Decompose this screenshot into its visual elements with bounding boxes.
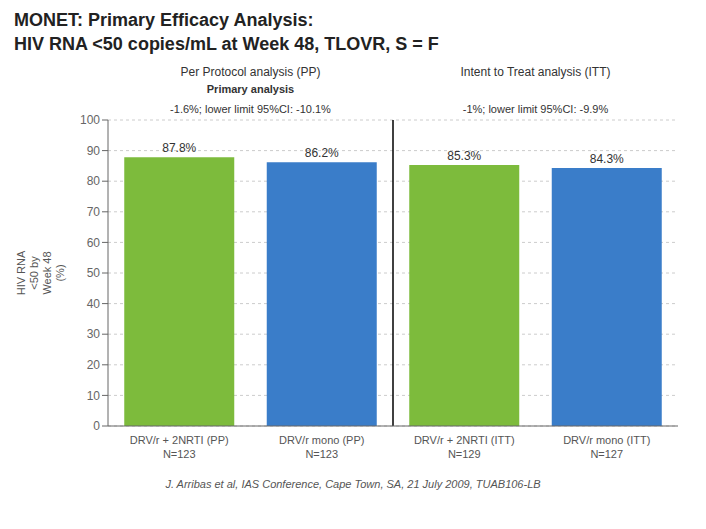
svg-text:10: 10 <box>87 389 101 403</box>
svg-text:40: 40 <box>87 297 101 311</box>
svg-text:80: 80 <box>87 174 101 188</box>
svg-text:Intent to Treat analysis (ITT): Intent to Treat analysis (ITT) <box>460 65 610 79</box>
svg-text:86.2%: 86.2% <box>305 146 339 160</box>
html-text:HIV RNA <50 copies/mL at Week: HIV RNA <50 copies/mL at Week 48, TLOVR,… <box>14 34 439 54</box>
svg-text:-1.6%; lower limit 95%CI: -10.: -1.6%; lower limit 95%CI: -10.1% <box>170 103 331 115</box>
svg-text:20: 20 <box>87 358 101 372</box>
svg-text:0: 0 <box>93 419 100 433</box>
svg-text:85.3%: 85.3% <box>447 149 481 163</box>
svg-text:50: 50 <box>87 266 101 280</box>
svg-text:100: 100 <box>80 113 100 127</box>
html-text:MONET: Primary Efficacy Analys: MONET: Primary Efficacy Analysis: <box>14 10 314 30</box>
svg-text:30: 30 <box>87 327 101 341</box>
svg-text:Primary analysis: Primary analysis <box>207 83 294 95</box>
svg-text:60: 60 <box>87 236 101 250</box>
svg-text:-1%; lower limit 95%CI: -9.9%: -1%; lower limit 95%CI: -9.9% <box>463 103 609 115</box>
svg-text:84.3%: 84.3% <box>590 152 624 166</box>
svg-text:87.8%: 87.8% <box>162 141 196 155</box>
svg-text:DRV/r mono (PP)N=123: DRV/r mono (PP)N=123 <box>279 434 364 460</box>
svg-text:Per Protocol analysis (PP): Per Protocol analysis (PP) <box>180 65 320 79</box>
svg-text:HIV RNA<50 byWeek 48(%): HIV RNA<50 byWeek 48(%) <box>15 250 66 295</box>
svg-text:DRV/r mono (ITT)N=127: DRV/r mono (ITT)N=127 <box>563 434 650 460</box>
svg-text:DRV/r + 2NRTI (PP)N=123: DRV/r + 2NRTI (PP)N=123 <box>130 434 229 460</box>
svg-text:DRV/r + 2NRTI (ITT)N=129: DRV/r + 2NRTI (ITT)N=129 <box>414 434 515 460</box>
svg-text:70: 70 <box>87 205 101 219</box>
svg-text:90: 90 <box>87 144 101 158</box>
html-text:J. Arribas et al, IAS Conferen: J. Arribas et al, IAS Conference, Cape T… <box>165 478 541 490</box>
